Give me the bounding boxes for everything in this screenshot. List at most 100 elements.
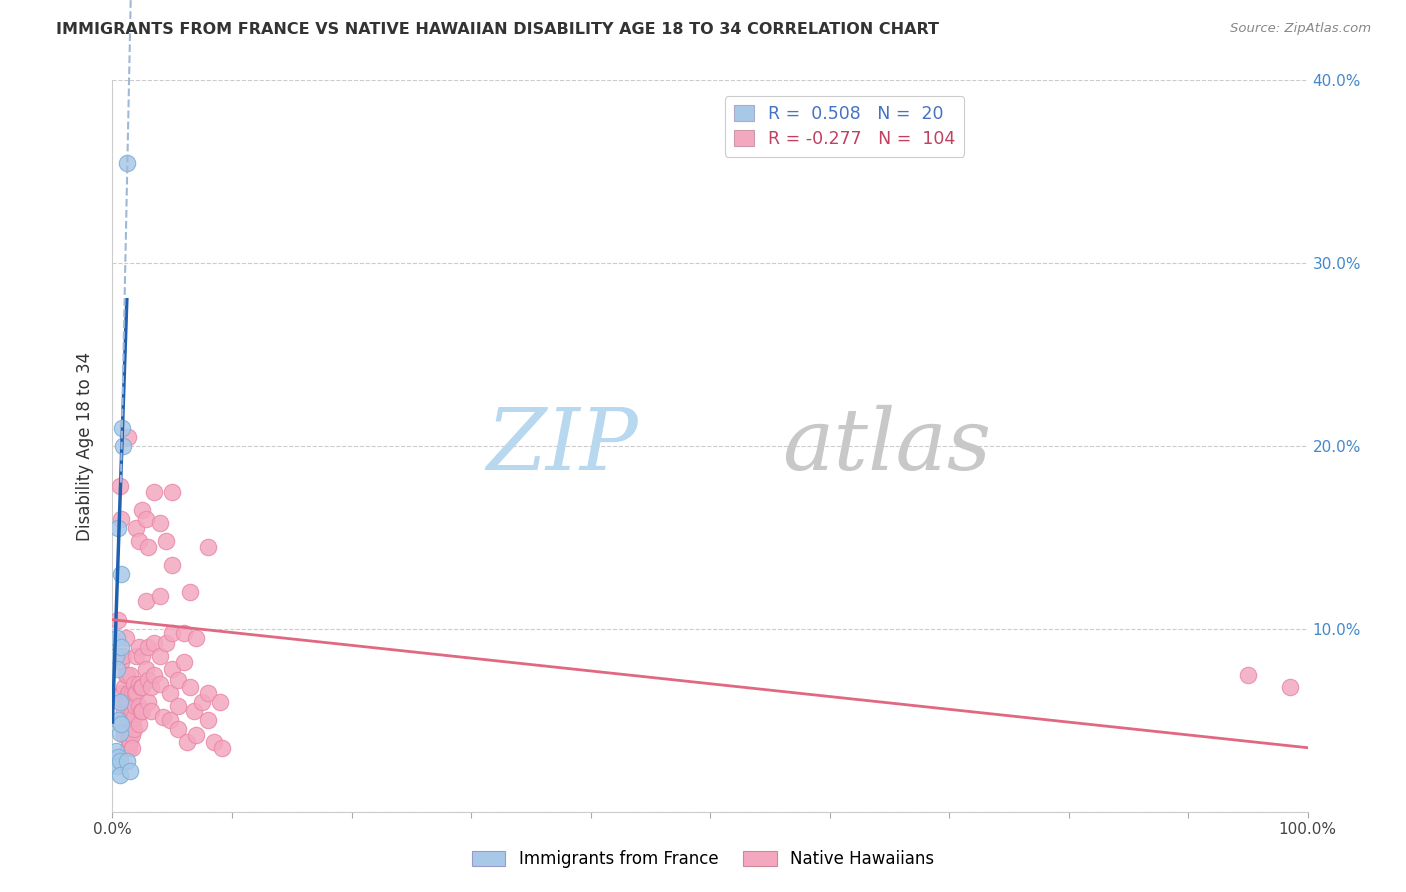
Point bbox=[135, 512, 157, 526]
Point bbox=[118, 717, 141, 731]
Point bbox=[173, 625, 195, 640]
Point bbox=[131, 503, 153, 517]
Point bbox=[125, 649, 148, 664]
Point bbox=[131, 649, 153, 664]
Point bbox=[125, 521, 148, 535]
Point bbox=[121, 740, 143, 755]
Point bbox=[139, 704, 162, 718]
Point bbox=[121, 686, 143, 700]
Text: ZIP: ZIP bbox=[486, 405, 638, 487]
Point bbox=[117, 740, 139, 755]
Point bbox=[131, 681, 153, 695]
Point bbox=[125, 686, 148, 700]
Text: IMMIGRANTS FROM FRANCE VS NATIVE HAWAIIAN DISABILITY AGE 18 TO 34 CORRELATION CH: IMMIGRANTS FROM FRANCE VS NATIVE HAWAIIA… bbox=[56, 22, 939, 37]
Point bbox=[122, 723, 145, 737]
Point bbox=[135, 594, 157, 608]
Point bbox=[115, 754, 138, 768]
Point bbox=[186, 728, 208, 742]
Point bbox=[162, 625, 183, 640]
Point bbox=[121, 717, 143, 731]
Point bbox=[162, 484, 183, 499]
Point bbox=[167, 723, 190, 737]
Point bbox=[112, 439, 135, 453]
Point bbox=[152, 709, 174, 723]
Point bbox=[176, 735, 198, 749]
Point bbox=[138, 640, 160, 655]
Point bbox=[105, 649, 128, 664]
Point bbox=[118, 731, 141, 746]
Point bbox=[197, 714, 219, 728]
Point bbox=[121, 728, 143, 742]
Point bbox=[173, 655, 195, 669]
Point bbox=[120, 667, 142, 681]
Point bbox=[149, 649, 172, 664]
Point bbox=[108, 726, 131, 740]
Point bbox=[105, 662, 128, 676]
Point bbox=[1237, 667, 1260, 681]
Point bbox=[118, 686, 141, 700]
Point bbox=[162, 558, 183, 572]
Y-axis label: Disability Age 18 to 34: Disability Age 18 to 34 bbox=[76, 351, 94, 541]
Point bbox=[108, 479, 131, 493]
Point bbox=[120, 709, 142, 723]
Point bbox=[105, 744, 128, 758]
Point bbox=[138, 540, 160, 554]
Point bbox=[114, 681, 135, 695]
Point bbox=[138, 695, 160, 709]
Point bbox=[114, 695, 136, 709]
Point bbox=[107, 749, 129, 764]
Point bbox=[211, 740, 233, 755]
Point bbox=[110, 567, 132, 582]
Point bbox=[128, 717, 150, 731]
Point bbox=[114, 704, 135, 718]
Point bbox=[111, 686, 134, 700]
Point bbox=[128, 676, 150, 690]
Point bbox=[115, 667, 138, 681]
Point bbox=[120, 735, 142, 749]
Point bbox=[111, 649, 134, 664]
Point bbox=[114, 667, 136, 681]
Legend: Immigrants from France, Native Hawaiians: Immigrants from France, Native Hawaiians bbox=[465, 844, 941, 875]
Point bbox=[1278, 681, 1301, 695]
Point bbox=[143, 484, 166, 499]
Point bbox=[159, 714, 181, 728]
Point bbox=[105, 631, 128, 645]
Point bbox=[129, 704, 152, 718]
Point bbox=[191, 695, 214, 709]
Text: Source: ZipAtlas.com: Source: ZipAtlas.com bbox=[1230, 22, 1371, 36]
Point bbox=[143, 636, 166, 650]
Legend: R =  0.508   N =  20, R = -0.277   N =  104: R = 0.508 N = 20, R = -0.277 N = 104 bbox=[725, 96, 965, 157]
Point bbox=[202, 735, 225, 749]
Point bbox=[179, 585, 201, 599]
Point bbox=[114, 631, 136, 645]
Point bbox=[112, 714, 135, 728]
Point bbox=[122, 695, 145, 709]
Point bbox=[149, 676, 172, 690]
Point bbox=[128, 534, 150, 549]
Point bbox=[110, 655, 132, 669]
Point bbox=[135, 662, 157, 676]
Text: atlas: atlas bbox=[782, 405, 991, 487]
Point bbox=[186, 631, 208, 645]
Point bbox=[167, 673, 190, 687]
Point bbox=[117, 728, 139, 742]
Point bbox=[114, 728, 135, 742]
Point bbox=[129, 681, 152, 695]
Point bbox=[155, 636, 177, 650]
Point bbox=[115, 695, 138, 709]
Point bbox=[111, 421, 134, 435]
Point bbox=[115, 155, 138, 169]
Point bbox=[124, 686, 146, 700]
Point bbox=[108, 695, 131, 709]
Point bbox=[159, 686, 181, 700]
Point bbox=[121, 704, 143, 718]
Point bbox=[108, 754, 131, 768]
Point bbox=[110, 640, 132, 655]
Point bbox=[138, 673, 160, 687]
Point bbox=[110, 717, 132, 731]
Point bbox=[112, 695, 135, 709]
Point bbox=[179, 681, 201, 695]
Point bbox=[197, 686, 219, 700]
Point bbox=[128, 640, 150, 655]
Point bbox=[120, 764, 142, 779]
